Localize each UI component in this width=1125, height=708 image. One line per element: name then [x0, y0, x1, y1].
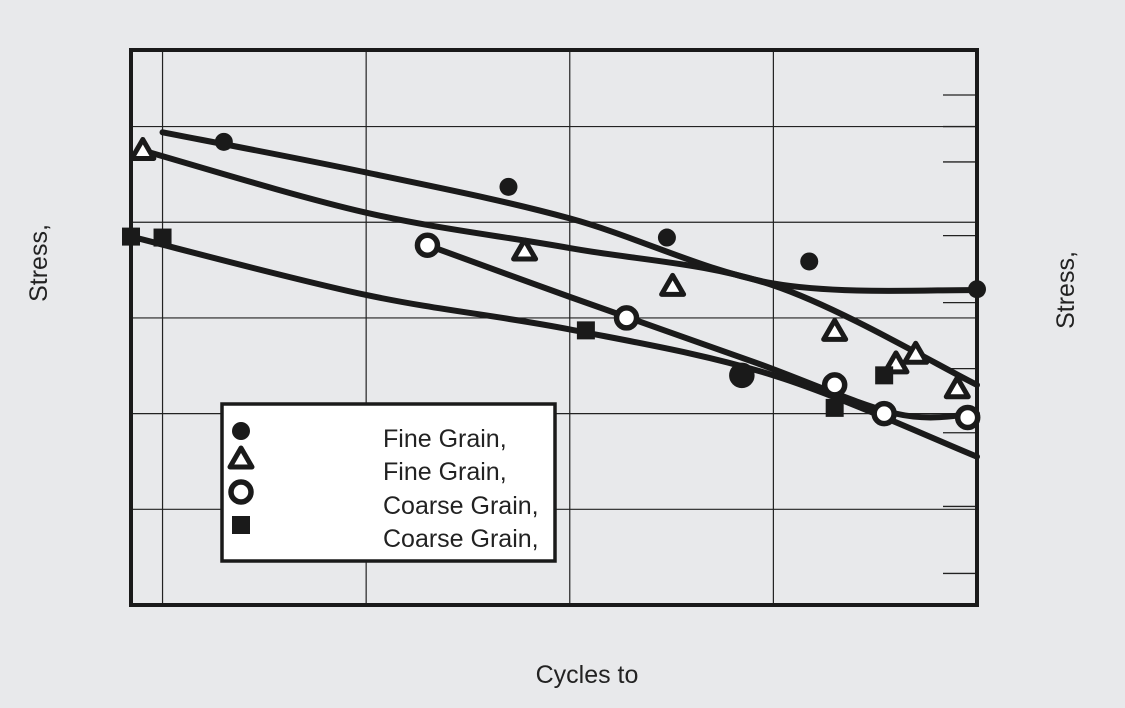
- series-1-point-3: [821, 317, 849, 342]
- legend-marker-3: [232, 516, 250, 534]
- series-line-0: [159, 129, 980, 294]
- series-1-point-0: [129, 136, 157, 161]
- series-2-point-0: [414, 232, 441, 258]
- plot-frame: [129, 48, 979, 607]
- legend: Fine Grain, Fine Grain, Coarse Grain, Co…: [220, 402, 557, 563]
- series-3-point-1: [153, 228, 172, 247]
- series-2-point-4: [871, 400, 897, 427]
- series-markers: [122, 132, 986, 431]
- series-3-point-2: [576, 321, 595, 340]
- y-axis-title-left: Stress,: [25, 224, 53, 302]
- series-1-point-6: [943, 375, 971, 400]
- legend-marker-2: [228, 479, 254, 505]
- series-0-point-1: [499, 177, 518, 196]
- right-axis-ticks: [943, 94, 977, 575]
- y-axis-title-right: Stress,: [1052, 251, 1080, 329]
- series-1-point-1: [511, 237, 539, 262]
- series-0-point-0: [214, 132, 233, 151]
- series-3-point-3: [732, 366, 751, 385]
- series-3-point-5: [875, 366, 894, 385]
- series-1-point-4: [902, 340, 930, 365]
- series-line-2: [424, 242, 980, 421]
- series-0-point-2: [657, 228, 676, 247]
- x-axis-title: Cycles to: [536, 661, 639, 689]
- legend-marker-1: [227, 445, 255, 470]
- legend-marker-0: [232, 422, 250, 440]
- legend-label-2: Coarse Grain,: [383, 492, 539, 520]
- legend-label-0: Fine Grain,: [383, 425, 507, 453]
- series-2-point-3: [821, 372, 848, 398]
- legend-label-3: Coarse Grain,: [383, 525, 539, 553]
- series-0-point-3: [800, 252, 819, 271]
- legend-box: [220, 402, 557, 563]
- series-2-point-1: [613, 305, 640, 331]
- series-2-point-5: [954, 404, 981, 431]
- legend-label-1: Fine Grain,: [383, 458, 507, 486]
- series-1-point-2: [659, 272, 687, 297]
- series-line-1: [139, 147, 980, 388]
- series-3-point-4: [825, 398, 844, 417]
